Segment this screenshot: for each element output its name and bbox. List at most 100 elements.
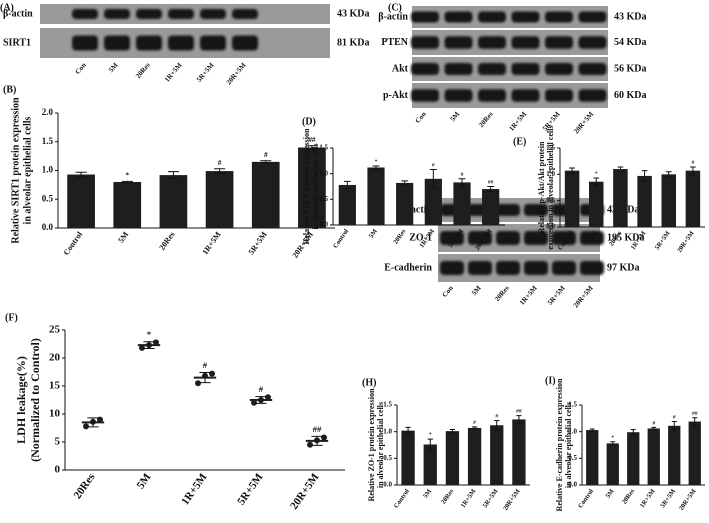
x-tick-label: 20R+5M <box>502 488 522 512</box>
error-bar <box>427 438 433 451</box>
error-bar <box>665 171 672 178</box>
blot-band <box>578 63 607 75</box>
data-point <box>307 441 313 448</box>
error-bar <box>167 171 179 180</box>
y-axis-label: Relative SIRT1 protein expression <box>10 97 21 244</box>
x-tick-label: 20Res <box>72 471 98 501</box>
blot-band <box>511 89 540 102</box>
x-tick-label: Control <box>577 488 595 510</box>
x-tick-label: 20R+5M <box>288 471 322 512</box>
lane-label: Con <box>441 284 455 299</box>
blot-size-label: 97 KDa <box>607 262 640 273</box>
y-tick-label: 1.0 <box>546 170 555 178</box>
y-tick-label: 5 <box>55 436 61 448</box>
blot-row-label: E-cadherin <box>384 262 432 273</box>
x-tick-label: 5M <box>135 471 154 491</box>
y-tick-label: 1.5 <box>383 401 392 409</box>
x-tick-label: Control <box>62 229 85 257</box>
blot-band <box>104 9 130 19</box>
blot-band <box>545 11 573 23</box>
significance-label: * <box>595 171 598 177</box>
blot-size-label: 195 KDa <box>607 232 645 243</box>
blot-band <box>580 261 604 275</box>
y-tick-label: 0.0 <box>568 481 577 489</box>
x-tick-label: 5M <box>116 230 130 245</box>
y-tick-label: 0.5 <box>383 454 392 462</box>
blot-band <box>496 231 520 245</box>
blot-band <box>478 89 506 102</box>
y-tick-label: 1.5 <box>42 136 54 146</box>
y-tick-label: 20 <box>49 352 61 364</box>
error-bar <box>569 167 575 174</box>
blot-band <box>552 231 576 245</box>
y-tick-label: 1.0 <box>383 427 392 435</box>
significance-label: * <box>147 329 152 339</box>
significance-label: ## <box>488 180 494 186</box>
panel-label: (A) <box>0 2 14 13</box>
panel-label: (H) <box>362 377 376 388</box>
bar <box>606 443 619 485</box>
bar <box>453 182 471 225</box>
bar <box>637 175 652 227</box>
x-tick-label: 20Res <box>621 488 637 506</box>
blot-band <box>440 231 464 245</box>
blot-band <box>232 9 258 19</box>
blot-band <box>136 35 162 51</box>
blot-band <box>478 36 506 49</box>
x-tick-label: 20Res <box>157 230 176 252</box>
panel-label: (F) <box>5 312 18 323</box>
significance-label: ## <box>516 409 522 415</box>
blot-size-label: 43 KDa <box>614 11 647 22</box>
panel-label: (B) <box>3 84 16 95</box>
error-bar <box>630 429 636 436</box>
data-point <box>139 344 145 351</box>
significance-label: # <box>673 415 676 421</box>
significance-label: ## <box>313 424 322 434</box>
significance-label: # <box>264 151 268 159</box>
blot-band <box>468 231 492 245</box>
y-tick-label: 0.5 <box>42 193 54 203</box>
data-point <box>83 423 89 430</box>
bar <box>67 174 95 228</box>
data-point <box>195 380 201 387</box>
significance-label: ## <box>692 411 698 417</box>
blot-band <box>524 204 548 216</box>
significance-label: # <box>218 159 222 167</box>
y-tick-label: 25 <box>49 324 61 336</box>
error-bar <box>306 145 318 150</box>
blot-row-label: β-actin <box>3 8 33 19</box>
y-tick-label: 0.5 <box>319 195 328 203</box>
blot-band <box>545 36 573 49</box>
lane-label: 5M <box>470 284 483 297</box>
y-axis-label: in alveolar epithelial cells <box>564 402 573 488</box>
significance-label: # <box>432 163 435 169</box>
lane-label: 1R+5M <box>163 61 184 84</box>
y-tick-label: 2.0 <box>42 107 54 117</box>
blot-band <box>200 35 226 51</box>
blot-row-label: β-actin <box>402 204 432 215</box>
error-bar <box>471 426 478 430</box>
error-bar <box>651 426 657 431</box>
x-tick-label: 1R+5M <box>179 471 210 508</box>
significance-label: * <box>429 432 432 438</box>
blot-band <box>496 204 520 216</box>
bar <box>647 428 660 485</box>
lane-label: 5R+5M <box>546 284 567 307</box>
y-axis-label: LDH leakage(%) <box>14 356 28 444</box>
blot-band <box>511 63 540 75</box>
error-bar <box>260 160 272 164</box>
blot-band <box>524 261 548 275</box>
blot-row-label: β-actin <box>378 11 408 22</box>
blot-band <box>168 35 194 51</box>
blot-band <box>524 231 548 245</box>
data-point <box>251 399 257 406</box>
bar <box>613 169 628 227</box>
y-axis-label: Relative E-cadherin protein expression <box>555 378 564 511</box>
significance-label: # <box>652 420 655 426</box>
blot-band <box>444 63 473 75</box>
lane-label: 20Res <box>477 110 495 129</box>
x-tick-label: 5M <box>604 488 615 500</box>
blot-size-label: 54 KDa <box>614 37 647 48</box>
blot-band <box>578 89 607 102</box>
blot-band <box>411 63 439 75</box>
